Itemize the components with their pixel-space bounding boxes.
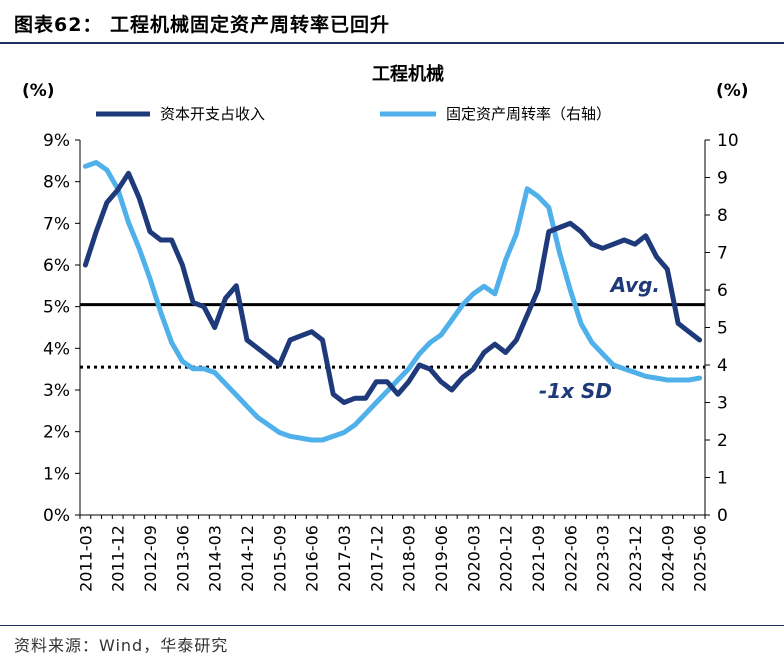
legend-label-turnover: 固定资产周转率（右轴） <box>446 105 611 123</box>
x-tick-label: 2013-06 <box>173 525 192 592</box>
x-tick-label: 2019-06 <box>432 525 451 592</box>
x-tick-label: 2014-03 <box>206 525 225 592</box>
legend-label-capex: 资本开支占收入 <box>160 105 265 123</box>
chart-title: 工程机械 <box>372 63 444 85</box>
x-tick-label: 2023-03 <box>594 525 613 592</box>
y-right-tick-label: 3 <box>717 394 728 414</box>
x-tick-label: 2021-09 <box>529 525 548 592</box>
figure-title: 图表62： 工程机械固定资产周转率已回升 <box>14 14 391 36</box>
x-tick-label: 2023-12 <box>626 525 645 592</box>
y-right-tick-label: 9 <box>717 169 728 189</box>
x-tick-label: 2022-06 <box>561 525 580 592</box>
y-right-tick-label: 4 <box>717 356 728 376</box>
capex-ratio-line <box>82 170 703 405</box>
y-right-tick-label: 2 <box>717 431 728 451</box>
y-left-tick-label: 5% <box>43 298 70 318</box>
x-tick-label: 2017-03 <box>335 525 354 592</box>
x-tick-label: 2018-09 <box>400 525 419 592</box>
right-axis-unit: (%) <box>716 81 749 101</box>
x-tick-label: 2012-09 <box>141 525 160 592</box>
y-left-tick-label: 4% <box>43 339 70 359</box>
x-tick-label: 2017-12 <box>367 525 386 592</box>
annotation-sd: -1x SD <box>539 379 612 403</box>
x-tick-label: 2011-12 <box>109 525 128 592</box>
source-note: 资料来源：Wind，华泰研究 <box>14 636 229 655</box>
y-left-tick-label: 7% <box>43 214 70 234</box>
x-tick-label: 2011-03 <box>76 525 95 592</box>
y-right-tick-label: 10 <box>717 131 739 151</box>
y-left-tick-label: 1% <box>43 464 70 484</box>
footer-rule <box>0 625 784 626</box>
x-tick-label: 2024-09 <box>658 525 677 592</box>
y-right-tick-label: 8 <box>717 206 728 226</box>
y-right-tick-label: 6 <box>717 281 728 301</box>
y-left-tick-label: 3% <box>43 381 70 401</box>
x-tick-label: 2020-03 <box>464 525 483 592</box>
x-tick-label: 2015-09 <box>270 525 289 592</box>
x-tick-label: 2014-12 <box>238 525 257 592</box>
x-tick-label: 2020-12 <box>497 525 516 592</box>
y-left-tick-label: 8% <box>43 173 70 193</box>
annotation-avg: Avg. <box>609 273 660 297</box>
y-right-tick-label: 7 <box>717 244 728 264</box>
y-left-tick-label: 6% <box>43 256 70 276</box>
y-left-tick-label: 9% <box>43 131 70 151</box>
y-right-tick-label: 0 <box>717 506 728 526</box>
y-right-tick-label: 5 <box>717 319 728 339</box>
header-rule <box>0 42 784 44</box>
x-tick-label: 2016-06 <box>303 525 322 592</box>
y-left-tick-label: 0% <box>43 506 70 526</box>
y-right-tick-label: 1 <box>717 469 728 489</box>
x-tick-label: 2025-06 <box>691 525 710 592</box>
y-left-tick-label: 2% <box>43 423 70 443</box>
left-axis-unit: (%) <box>22 81 55 101</box>
